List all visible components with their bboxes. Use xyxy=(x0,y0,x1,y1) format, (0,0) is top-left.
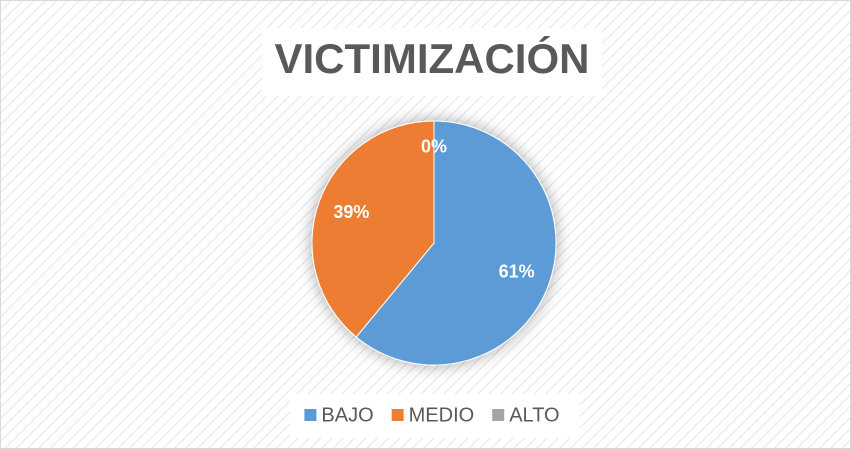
pie-slice xyxy=(355,120,557,366)
legend-label: MEDIO xyxy=(409,404,475,426)
title-backdrop xyxy=(262,28,602,96)
legend-backdrop xyxy=(290,394,580,438)
legend: BAJO MEDIO ALTO xyxy=(304,404,560,426)
pie-slice xyxy=(311,120,435,338)
data-label: 61% xyxy=(499,262,535,282)
data-label: 0% xyxy=(421,137,447,157)
legend-swatch xyxy=(304,409,317,421)
legend-item: MEDIO xyxy=(391,404,475,426)
labels: 61% 39% 0% xyxy=(333,137,534,282)
legend-swatch xyxy=(492,409,505,421)
data-label: 39% xyxy=(333,202,369,222)
legend-item: BAJO xyxy=(304,404,374,426)
legend-item: ALTO xyxy=(492,404,560,426)
chart-title: VICTIMIZACIÓN xyxy=(275,34,590,82)
legend-swatch xyxy=(391,409,404,421)
legend-label: BAJO xyxy=(321,404,373,426)
pie xyxy=(311,120,557,366)
legend-label: ALTO xyxy=(509,404,559,426)
